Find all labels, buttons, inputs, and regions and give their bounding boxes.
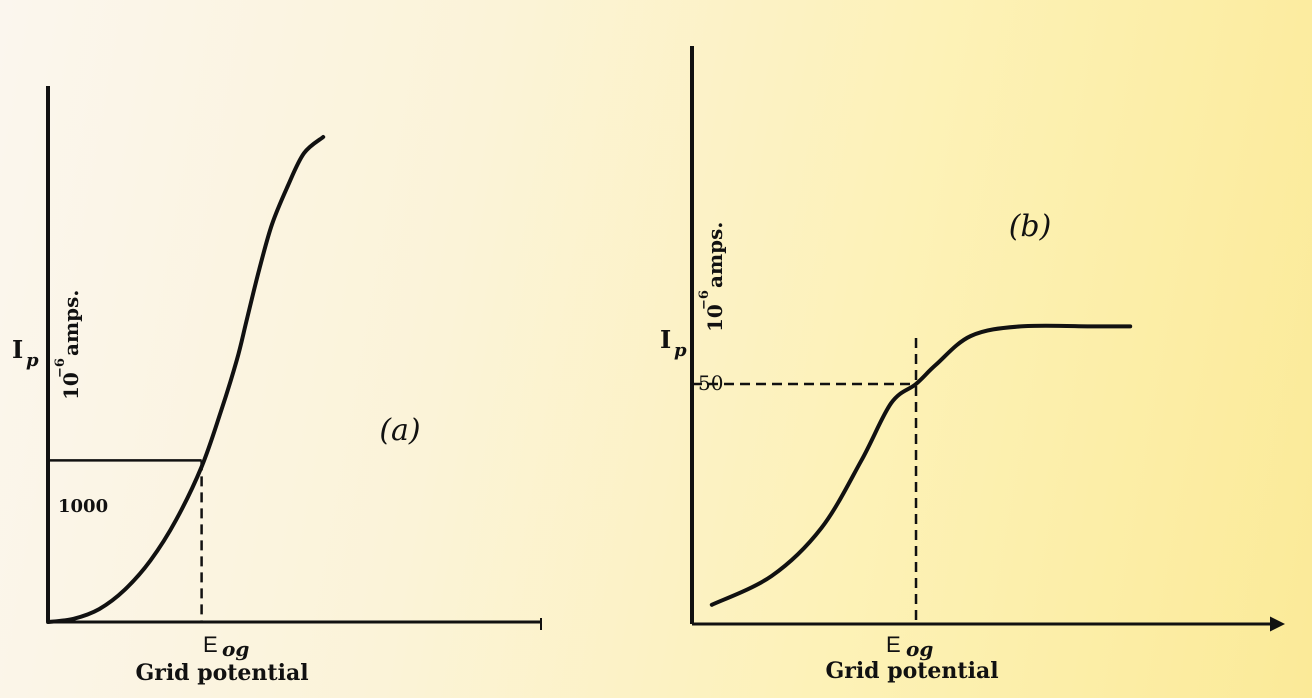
chart-a-series-line bbox=[46, 135, 326, 624]
chart-b-ylabel-subscript: p bbox=[674, 340, 687, 361]
chart-a-marked-x-label: E bbox=[203, 632, 218, 657]
chart-a-panel-label: (a) bbox=[379, 413, 420, 448]
chart-b-ylabel-symbol: I bbox=[660, 325, 671, 354]
chart-b-panel-label: (b) bbox=[1009, 209, 1052, 244]
chart-a-ylabel-subscript: p bbox=[26, 350, 39, 371]
chart-b-series-line bbox=[709, 323, 1133, 607]
chart-a-ylabel-symbol: I bbox=[12, 335, 23, 364]
chart-b-marked-x-label: E bbox=[886, 632, 901, 657]
chart-a-marks bbox=[46, 135, 326, 624]
chart-b-ylabel-unit-word: amps. bbox=[703, 222, 727, 288]
chart-b-marks bbox=[692, 323, 1133, 624]
chart-b-marked-x-subscript: og bbox=[906, 637, 933, 661]
chart-a-ylabel-unit-exp: −6 bbox=[53, 358, 68, 378]
chart-a-marked-y-label: 1000 bbox=[58, 496, 108, 517]
chart-b-marked-y-label: 50 bbox=[698, 371, 723, 395]
chart-a-xlabel: Grid potential bbox=[135, 660, 308, 686]
chart-a-marked-x-subscript: og bbox=[222, 637, 249, 661]
chart-b-ylabel-unit-exp: −6 bbox=[697, 290, 712, 310]
chart-b-ylabel-unit-base: 10 bbox=[703, 304, 727, 332]
chart-a-ylabel-unit-base: 10 bbox=[59, 372, 83, 400]
chart-a: I p 10 −6 amps. 1000 E og Grid potential… bbox=[12, 86, 542, 686]
chart-b: I p 10 −6 amps. 50 E og Grid potential (… bbox=[660, 46, 1285, 684]
chart-b-xlabel: Grid potential bbox=[825, 658, 998, 684]
chart-a-ylabel-unit-word: amps. bbox=[59, 290, 83, 356]
